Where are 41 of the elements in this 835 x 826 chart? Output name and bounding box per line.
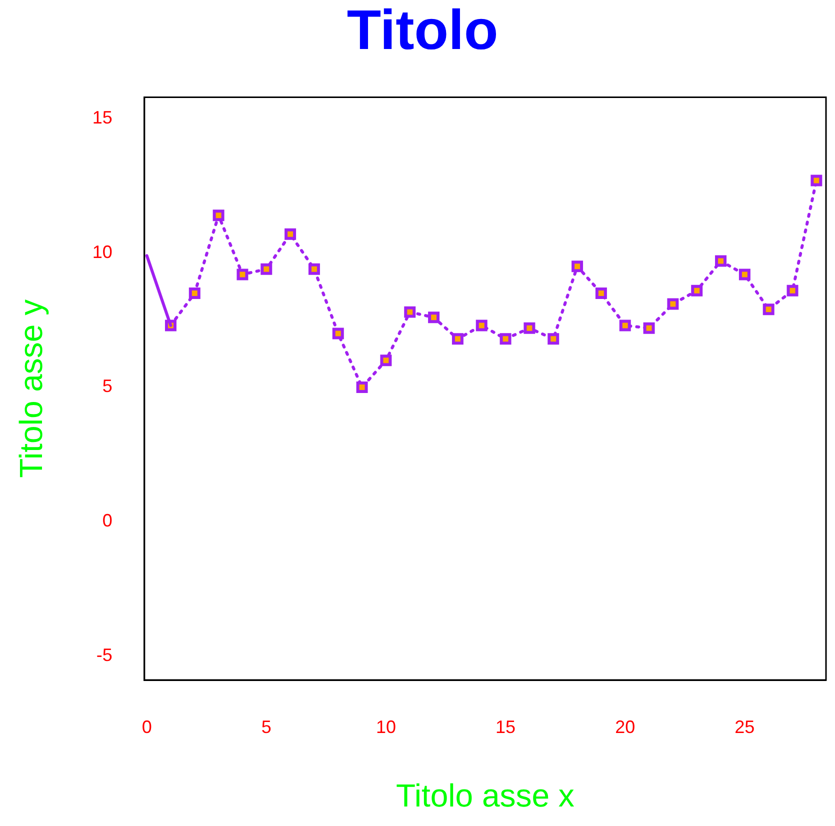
chart-title: Titolo (346, 0, 498, 62)
point (691, 284, 703, 296)
point (308, 263, 320, 275)
point (404, 306, 416, 318)
point (212, 210, 224, 222)
point (452, 333, 464, 345)
x-tick-label: 0 (142, 716, 152, 737)
point (762, 304, 774, 316)
point (500, 333, 512, 345)
point (667, 298, 679, 310)
point (188, 288, 200, 299)
point (236, 268, 248, 280)
point (548, 333, 560, 345)
y-tick-label: -5 (96, 644, 112, 665)
point (284, 228, 296, 240)
y-tick-label: 15 (92, 108, 112, 128)
x-tick-label: 10 (376, 716, 396, 737)
point (572, 260, 584, 272)
point (595, 288, 607, 299)
point (524, 322, 536, 334)
point (332, 328, 344, 340)
x-tick-label: 25 (734, 716, 755, 737)
y-tick-label: 10 (92, 242, 112, 262)
point (738, 268, 750, 280)
point (643, 322, 655, 334)
x-axis-title: Titolo asse x (396, 778, 574, 814)
point (786, 284, 798, 296)
x-tick-label: 5 (261, 716, 272, 737)
y-axis-title: Titolo asse y (13, 299, 50, 478)
point (428, 312, 440, 324)
point (619, 320, 631, 332)
point (380, 354, 392, 366)
x-tick-label: 15 (496, 716, 516, 737)
point (715, 255, 727, 267)
y-tick-label: 0 (102, 510, 112, 531)
x-tick-label: 20 (615, 716, 636, 737)
point (810, 174, 822, 186)
point (356, 382, 368, 393)
point (260, 263, 272, 275)
point (476, 320, 488, 332)
y-tick-label: 5 (102, 376, 112, 396)
